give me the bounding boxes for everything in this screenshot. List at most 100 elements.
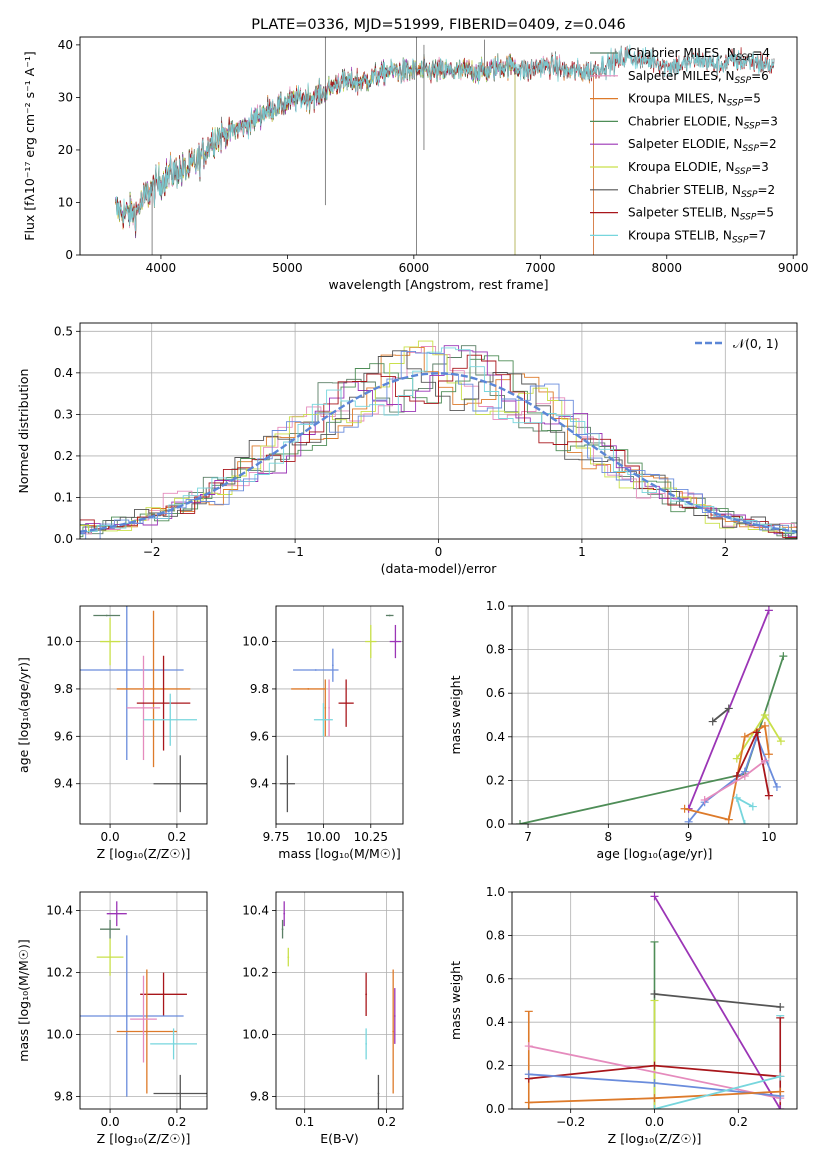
- panel-mass-vs-ebv: 0.1 0.2 9.8 10.0 10.2 10.4 E(B-V): [242, 891, 404, 1146]
- data-point: [331, 664, 334, 667]
- histogram-step: [80, 350, 797, 535]
- y-tick-label: 1.0: [486, 599, 505, 613]
- data-point: [109, 640, 111, 643]
- y-tick-label: 0.2: [486, 1059, 505, 1073]
- axes-frame: [79, 322, 798, 540]
- y-tick-label: 9.8: [250, 682, 269, 696]
- data-point: [324, 706, 327, 709]
- y-tick-label: 0.0: [54, 532, 73, 546]
- legend-text-part: =7: [748, 228, 766, 242]
- y-tick-label: 40: [58, 38, 73, 52]
- histogram-step: [80, 355, 797, 539]
- plus-marker: [764, 606, 773, 615]
- x-tick-label: 9.75: [263, 830, 290, 844]
- plot-area: [524, 892, 785, 1109]
- plus-marker: [740, 820, 749, 824]
- data-point: [281, 928, 284, 931]
- x-tick-label: 0: [435, 545, 443, 559]
- y-tick-label: 0.4: [486, 730, 505, 744]
- y-tick-label: 1.0: [486, 885, 505, 899]
- plus-marker: [524, 1070, 533, 1079]
- plus-marker: [776, 1105, 785, 1109]
- data-point: [109, 928, 111, 931]
- legend-subscript: SSP: [742, 144, 759, 154]
- weight-line: [712, 707, 730, 723]
- y-tick-label: 0.6: [486, 686, 505, 700]
- plus-marker: [740, 772, 749, 781]
- data-point: [162, 702, 165, 705]
- x-tick-label: 10: [761, 830, 776, 844]
- y-tick-label: 9.4: [54, 777, 73, 791]
- x-tick-label: 10.00: [306, 830, 340, 844]
- y-tick-label: 0.0: [486, 817, 505, 831]
- axes-frame: [511, 891, 798, 1110]
- plot-area: [80, 901, 207, 1109]
- plus-marker: [732, 793, 741, 802]
- legend-text-part: =5: [743, 92, 761, 106]
- x-tick-label: 0.1: [295, 1115, 314, 1129]
- axes-frame: [275, 891, 404, 1110]
- y-tick-label: 9.8: [250, 1090, 269, 1104]
- axes-frame: [511, 605, 798, 825]
- y-tick-label: 0.2: [54, 449, 73, 463]
- y-tick-label: 0.0: [486, 1102, 505, 1116]
- plus-marker: [779, 652, 788, 661]
- x-tick-label: 7: [524, 830, 532, 844]
- x-tick-label: 1: [578, 545, 586, 559]
- y-tick-label: 0.4: [486, 1015, 505, 1029]
- plot-area: [80, 340, 797, 539]
- plus-marker: [760, 711, 769, 719]
- legend-label: Salpeter ELODIE, NSSP​=2: [628, 137, 777, 154]
- legend-text-part: =5: [756, 206, 774, 220]
- plot-area: [281, 901, 396, 1109]
- weight-line: [528, 1045, 781, 1100]
- plus-marker: [764, 791, 773, 800]
- plus-marker: [708, 717, 717, 726]
- data-point: [365, 993, 368, 996]
- y-tick-label: 0.6: [486, 972, 505, 986]
- plus-marker: [760, 756, 769, 765]
- data-point: [179, 782, 182, 785]
- y-tick-label: 10.2: [242, 966, 269, 980]
- plus-marker: [650, 989, 659, 998]
- data-point: [152, 688, 155, 690]
- y-tick-label: 0.5: [54, 324, 73, 338]
- legend-text-part: =3: [751, 160, 769, 174]
- y-axis-label: age [log₁₀(age/yr)]: [16, 657, 31, 773]
- weight-line: [687, 734, 778, 823]
- legend-text-part: Kroupa STELIB, N: [628, 228, 732, 242]
- plus-marker: [524, 1098, 533, 1107]
- legend-text-part: Salpeter STELIB, N: [628, 206, 740, 220]
- y-tick-label: 10.4: [242, 904, 269, 918]
- legend-text-part: Chabrier STELIB, N: [628, 183, 741, 197]
- y-tick-label: 10.0: [242, 635, 269, 649]
- data-point: [393, 1015, 396, 1017]
- y-tick-label: 0.8: [486, 928, 505, 942]
- legend-text-part: =2: [759, 137, 777, 151]
- x-tick-label: 0.0: [645, 1115, 664, 1129]
- data-point: [287, 956, 290, 958]
- panel-mass-vs-z: 0.0 0.2 9.8 10.0 10.2 10.4 Z [log₁₀(Z/Z☉)] mass…: [16, 891, 208, 1146]
- plot-area: [279, 614, 402, 813]
- x-tick-label: 2: [721, 545, 729, 559]
- legend-text-part: =2: [758, 183, 776, 197]
- x-axis-label: E(B-V): [320, 1131, 359, 1146]
- panel-mass-weight-vs-z: −0.2 0.0 0.2 0.0 0.2 0.4 0.6 0.8 1.0 Z [log₁₀(Z/Z…: [448, 885, 798, 1146]
- data-point: [286, 782, 289, 785]
- legend-text-part: Salpeter MILES, N: [628, 69, 735, 83]
- panel-mass-weight-vs-age: 7 8 9 10 0.0 0.2 0.4 0.6 0.8 1.0 age [log₁₀(age/yr…: [448, 599, 798, 861]
- y-axis-label: mass weight: [448, 675, 463, 754]
- panel-age-vs-mass: 9.75 10.00 10.25 9.4 9.6 9.8 10.0 mass [log₁₀(M…: [242, 605, 404, 861]
- x-tick-label: −0.2: [556, 1115, 585, 1129]
- plus-marker: [776, 1003, 785, 1012]
- y-tick-label: 9.4: [250, 777, 269, 791]
- y-tick-label: 10.0: [46, 1028, 73, 1042]
- x-tick-label: −2: [143, 545, 161, 559]
- data-point: [365, 1043, 368, 1045]
- legend-subscript: SSP: [744, 121, 761, 131]
- x-axis-label: Z [log₁₀(Z/Z☉)]: [608, 1131, 702, 1146]
- y-axis-label: mass weight: [448, 961, 463, 1040]
- y-tick-label: 0: [65, 248, 73, 262]
- x-tick-label: 0.0: [101, 1115, 120, 1129]
- weight-line: [654, 1075, 781, 1109]
